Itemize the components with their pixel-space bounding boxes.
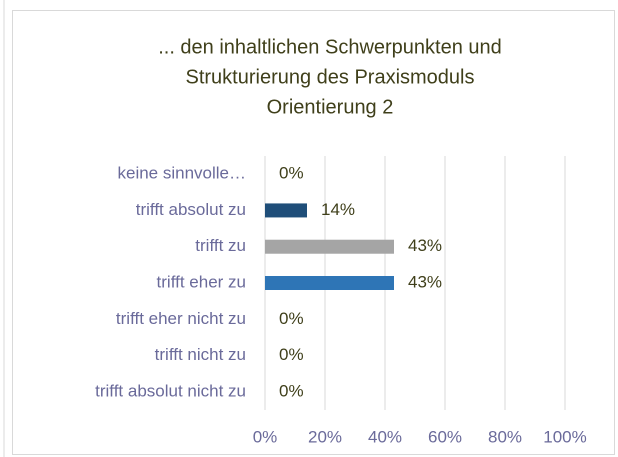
bar — [265, 276, 394, 290]
x-tick-label: 100% — [543, 427, 586, 446]
value-label: 0% — [279, 381, 304, 400]
value-label: 43% — [408, 272, 442, 291]
x-tick-label: 40% — [368, 427, 402, 446]
value-label: 0% — [279, 309, 304, 328]
x-tick-label: 60% — [428, 427, 462, 446]
chart-title: Orientierung 2 — [267, 96, 394, 118]
value-label: 0% — [279, 164, 304, 183]
y-tick-label: trifft absolut nicht zu — [95, 381, 246, 400]
bar — [265, 203, 307, 218]
value-label: 14% — [321, 200, 355, 219]
bar — [265, 239, 394, 254]
value-label: 0% — [279, 345, 304, 364]
x-tick-label: 80% — [488, 427, 522, 446]
y-tick-label: trifft eher zu — [157, 272, 246, 291]
value-label: 43% — [408, 236, 442, 255]
chart-title: ... den inhaltlichen Schwerpunkten und — [158, 36, 502, 58]
x-tick-label: 20% — [308, 427, 342, 446]
y-tick-label: keine sinnvolle… — [117, 164, 246, 183]
x-tick-label: 0% — [253, 427, 278, 446]
y-tick-label: trifft absolut zu — [136, 200, 246, 219]
y-tick-label: trifft eher nicht zu — [116, 309, 246, 328]
y-tick-label: trifft zu — [195, 236, 246, 255]
chart-title: Strukturierung des Praxismoduls — [185, 66, 474, 88]
y-tick-label: trifft nicht zu — [155, 345, 246, 364]
chart-frame — [12, 10, 615, 455]
